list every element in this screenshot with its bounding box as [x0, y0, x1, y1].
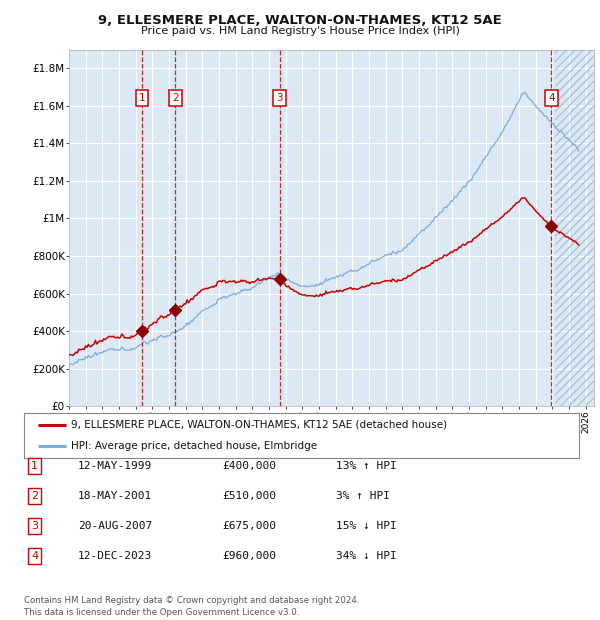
Text: Price paid vs. HM Land Registry's House Price Index (HPI): Price paid vs. HM Land Registry's House …: [140, 26, 460, 36]
Text: 3% ↑ HPI: 3% ↑ HPI: [336, 491, 390, 501]
Text: Contains HM Land Registry data © Crown copyright and database right 2024.
This d: Contains HM Land Registry data © Crown c…: [24, 596, 359, 617]
Text: 1: 1: [31, 461, 38, 471]
Text: 12-MAY-1999: 12-MAY-1999: [78, 461, 152, 471]
Text: 13% ↑ HPI: 13% ↑ HPI: [336, 461, 397, 471]
Text: 18-MAY-2001: 18-MAY-2001: [78, 491, 152, 501]
Text: 4: 4: [548, 93, 555, 103]
Text: 12-DEC-2023: 12-DEC-2023: [78, 551, 152, 560]
Bar: [555, 50, 594, 406]
Text: £960,000: £960,000: [222, 551, 276, 560]
Text: £510,000: £510,000: [222, 491, 276, 501]
Text: 3: 3: [277, 93, 283, 103]
Text: 9, ELLESMERE PLACE, WALTON-ON-THAMES, KT12 5AE: 9, ELLESMERE PLACE, WALTON-ON-THAMES, KT…: [98, 14, 502, 27]
Text: 34% ↓ HPI: 34% ↓ HPI: [336, 551, 397, 560]
Bar: [555, 50, 594, 406]
Text: 20-AUG-2007: 20-AUG-2007: [78, 521, 152, 531]
Text: £400,000: £400,000: [222, 461, 276, 471]
Text: HPI: Average price, detached house, Elmbridge: HPI: Average price, detached house, Elmb…: [71, 441, 317, 451]
Text: 3: 3: [31, 521, 38, 531]
Text: 1: 1: [139, 93, 145, 103]
Text: 2: 2: [172, 93, 179, 103]
Text: 9, ELLESMERE PLACE, WALTON-ON-THAMES, KT12 5AE (detached house): 9, ELLESMERE PLACE, WALTON-ON-THAMES, KT…: [71, 420, 448, 430]
Text: 15% ↓ HPI: 15% ↓ HPI: [336, 521, 397, 531]
Text: £675,000: £675,000: [222, 521, 276, 531]
Text: 4: 4: [31, 551, 38, 560]
Text: 2: 2: [31, 491, 38, 501]
